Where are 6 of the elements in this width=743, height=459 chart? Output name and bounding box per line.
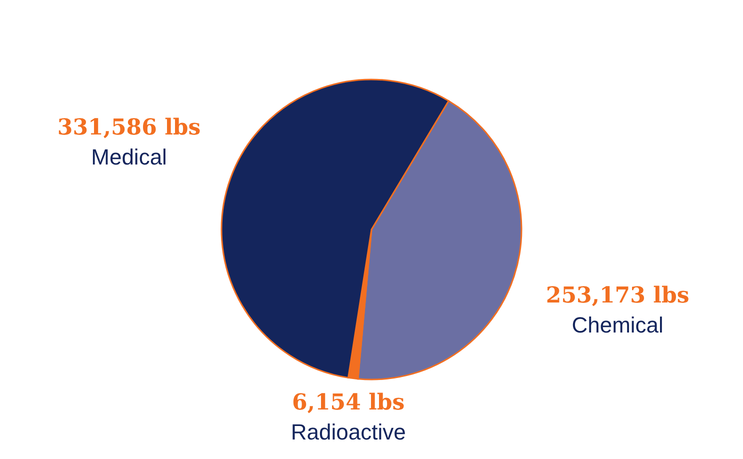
slice-label: Medical — [91, 144, 167, 170]
slice-label: Radioactive — [290, 420, 406, 445]
data-label: 253,173 lbs — [546, 282, 690, 309]
data-label: 331,586 lbs — [57, 114, 201, 141]
slice-label: Chemical — [572, 312, 664, 338]
data-label: 6,154 lbs — [292, 390, 405, 416]
